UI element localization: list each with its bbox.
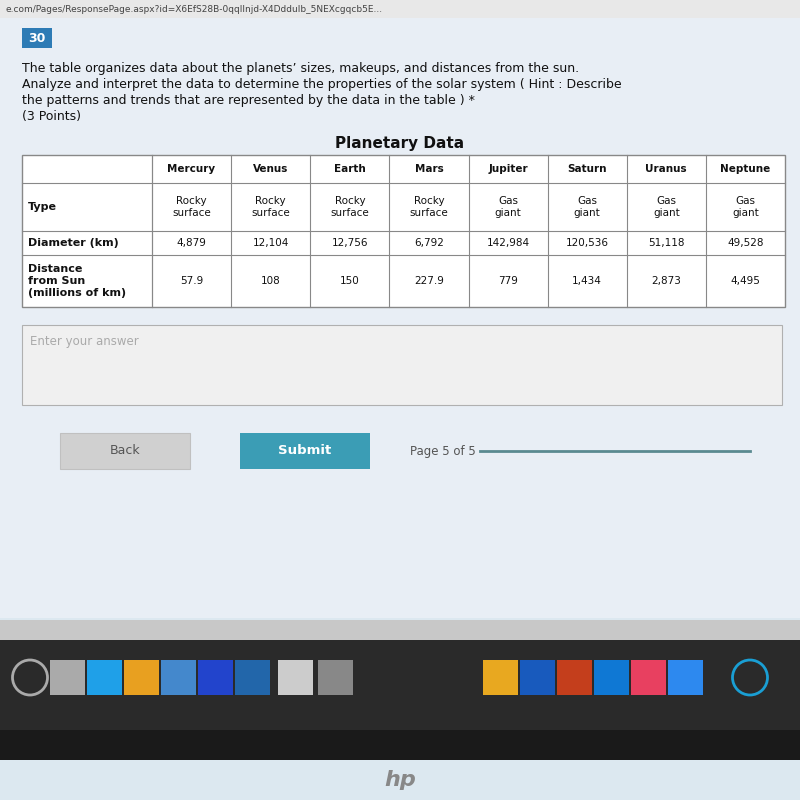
Text: 227.9: 227.9	[414, 276, 444, 286]
Bar	[50, 660, 85, 695]
Text: (3 Points): (3 Points)	[22, 110, 81, 123]
Text: 108: 108	[261, 276, 281, 286]
Text: Neptune: Neptune	[720, 164, 770, 174]
Text: 51,118: 51,118	[648, 238, 685, 248]
Bar	[594, 660, 629, 695]
Text: Page 5 of 5: Page 5 of 5	[410, 445, 476, 458]
Text: the patterns and trends that are represented by the data in the table ) *: the patterns and trends that are represe…	[22, 94, 475, 107]
Bar	[123, 660, 158, 695]
Text: 1,434: 1,434	[572, 276, 602, 286]
Text: Gas
giant: Gas giant	[494, 196, 522, 218]
Text: The table organizes data about the planets’ sizes, makeups, and distances from t: The table organizes data about the plane…	[22, 62, 579, 75]
Bar	[198, 660, 233, 695]
Text: Submit: Submit	[278, 445, 332, 458]
Text: Rocky
surface: Rocky surface	[410, 196, 448, 218]
Bar	[557, 660, 591, 695]
Bar	[667, 660, 702, 695]
Text: Distance
from Sun
(millions of km): Distance from Sun (millions of km)	[28, 264, 126, 298]
Text: Uranus: Uranus	[646, 164, 687, 174]
Bar	[482, 660, 518, 695]
Text: hp: hp	[384, 770, 416, 790]
Bar	[22, 325, 782, 405]
Text: Gas
giant: Gas giant	[574, 196, 601, 218]
Text: 150: 150	[340, 276, 360, 286]
Text: Back: Back	[110, 445, 140, 458]
Bar	[278, 660, 313, 695]
Bar	[0, 730, 800, 760]
Bar	[234, 660, 270, 695]
Bar	[22, 28, 52, 48]
Text: 779: 779	[498, 276, 518, 286]
Text: Venus: Venus	[253, 164, 288, 174]
Text: Diameter (km): Diameter (km)	[28, 238, 118, 248]
Text: 57.9: 57.9	[180, 276, 203, 286]
Bar	[240, 433, 370, 469]
Text: Rocky
surface: Rocky surface	[330, 196, 369, 218]
Text: Earth: Earth	[334, 164, 366, 174]
Bar	[0, 18, 800, 618]
Text: 4,879: 4,879	[177, 238, 206, 248]
Bar	[161, 660, 195, 695]
Bar	[22, 155, 785, 307]
Text: Rocky
surface: Rocky surface	[172, 196, 211, 218]
Text: 142,984: 142,984	[486, 238, 530, 248]
Bar	[0, 640, 800, 760]
Text: 12,104: 12,104	[253, 238, 289, 248]
Text: Rocky
surface: Rocky surface	[251, 196, 290, 218]
Text: Mercury: Mercury	[167, 164, 216, 174]
Bar	[318, 660, 353, 695]
Text: Gas
giant: Gas giant	[732, 196, 759, 218]
Text: 12,756: 12,756	[331, 238, 368, 248]
Text: Jupiter: Jupiter	[488, 164, 528, 174]
Text: Analyze and interpret the data to determine the properties of the solar system (: Analyze and interpret the data to determ…	[22, 78, 622, 91]
Text: Planetary Data: Planetary Data	[335, 136, 465, 151]
Bar	[630, 660, 666, 695]
Text: Enter your answer: Enter your answer	[30, 335, 138, 348]
Text: 2,873: 2,873	[651, 276, 682, 286]
Text: Type: Type	[28, 202, 57, 212]
Bar	[0, 0, 800, 18]
Bar	[60, 433, 190, 469]
Text: 4,495: 4,495	[730, 276, 760, 286]
Bar	[0, 620, 800, 640]
Bar	[519, 660, 554, 695]
Text: Saturn: Saturn	[567, 164, 607, 174]
Text: 49,528: 49,528	[727, 238, 764, 248]
Bar	[86, 660, 122, 695]
Text: Gas
giant: Gas giant	[653, 196, 680, 218]
Text: 6,792: 6,792	[414, 238, 444, 248]
Text: e.com/Pages/ResponsePage.aspx?id=X6EfS28B-0qqIInjd-X4DdduIb_5NEXcgqcb5E...: e.com/Pages/ResponsePage.aspx?id=X6EfS28…	[5, 5, 382, 14]
Text: 120,536: 120,536	[566, 238, 609, 248]
Text: Mars: Mars	[414, 164, 443, 174]
Text: 30: 30	[28, 31, 46, 45]
